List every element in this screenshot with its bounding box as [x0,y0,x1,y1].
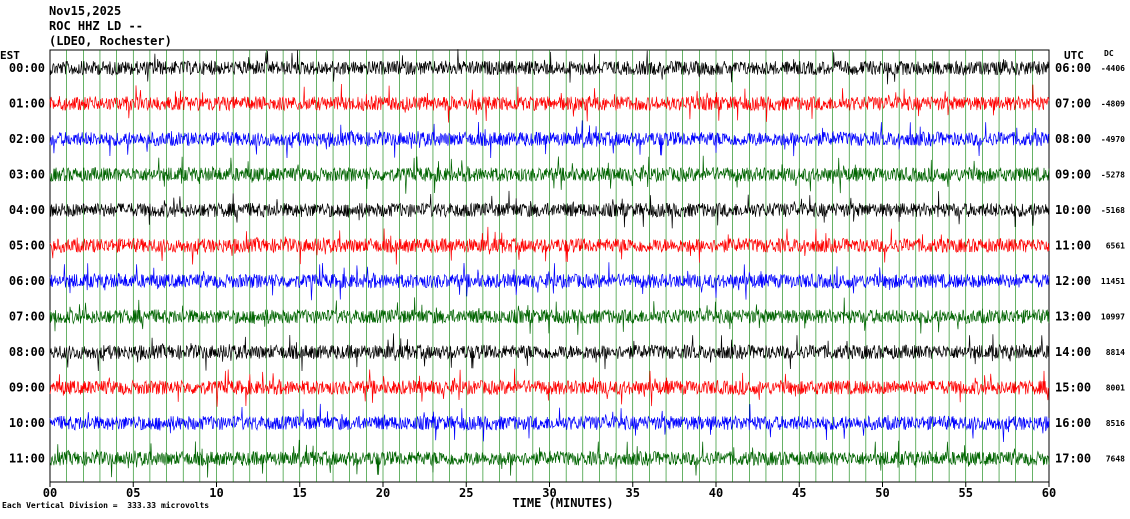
seismic-traces [49,49,1050,478]
est-tick-label: 03:00 [9,168,45,182]
est-tick-label: 09:00 [9,381,45,395]
dc-value: -4406 [1101,64,1125,73]
dc-value: 8814 [1106,348,1125,357]
trace-0700 [49,297,1050,335]
utc-tick-label: 17:00 [1055,452,1091,466]
x-tick-label: 15 [293,486,307,500]
est-tick-label: 07:00 [9,310,45,324]
footer-scale-note: Each Vertical Division = 333.33 microvol… [2,501,210,510]
utc-tick-label: 12:00 [1055,274,1091,288]
x-tick-label: 40 [709,486,723,500]
est-tick-label: 06:00 [9,274,45,288]
utc-tick-label: 15:00 [1055,381,1091,395]
trace-1100 [49,439,1050,478]
utc-tick-label: 07:00 [1055,97,1091,111]
x-tick-label: 25 [459,486,473,500]
trace-0500 [49,226,1050,265]
trace-0900 [49,368,1050,407]
utc-tick-label: 11:00 [1055,239,1091,253]
dc-value: -4970 [1101,135,1125,144]
x-axis-label: TIME (MINUTES) [512,496,613,510]
trace-0600 [49,262,1050,301]
trace-0000 [49,49,1050,85]
trace-0100 [49,83,1050,123]
x-tick-label: 50 [875,486,889,500]
minute-gridlines [66,50,1033,482]
est-tick-label: 08:00 [9,345,45,359]
x-axis-ticks: 00 05 10 15 20 25 30 35 40 45 50 55 60 [43,482,1056,500]
est-tick-label: 01:00 [9,97,45,111]
dc-value: 6561 [1106,242,1125,251]
utc-tick-label: 09:00 [1055,168,1091,182]
dc-value: 10997 [1101,313,1125,322]
est-label: EST [0,49,20,62]
utc-tick-label: 16:00 [1055,416,1091,430]
x-tick-label: 45 [792,486,806,500]
trace-0300 [49,155,1050,194]
est-tick-label: 11:00 [9,452,45,466]
utc-tick-label: 08:00 [1055,132,1091,146]
x-tick-label: 10 [209,486,223,500]
utc-label: UTC [1064,49,1084,62]
est-tick-label: 02:00 [9,132,45,146]
dc-value: -4809 [1101,100,1125,109]
dc-value: 8001 [1106,384,1125,393]
x-tick-label: 35 [626,486,640,500]
est-tick-label: 05:00 [9,239,45,253]
dc-value: 11451 [1101,277,1125,286]
trace-0400 [49,190,1050,229]
utc-tick-label: 06:00 [1055,61,1091,75]
dc-label: DC [1104,49,1114,58]
est-tick-label: 00:00 [9,61,45,75]
dc-value: -5278 [1101,171,1125,180]
x-tick-label: 00 [43,486,57,500]
dc-value: -5168 [1101,206,1125,215]
trace-0200 [49,120,1050,159]
x-tick-label: 60 [1042,486,1056,500]
est-tick-label: 10:00 [9,416,45,430]
est-tick-label: 04:00 [9,203,45,217]
x-tick-label: 05 [126,486,140,500]
dc-value: 8516 [1106,419,1125,428]
utc-tick-label: 13:00 [1055,310,1091,324]
station-code: ROC HHZ LD -- [49,19,143,33]
utc-tick-label: 10:00 [1055,203,1091,217]
utc-tick-label: 14:00 [1055,345,1091,359]
x-tick-label: 20 [376,486,390,500]
x-tick-label: 30 [542,486,556,500]
dc-value: 7648 [1106,455,1125,464]
trace-0800 [49,333,1050,372]
trace-1000 [49,403,1050,443]
x-tick-label: 55 [959,486,973,500]
station-network: (LDEO, Rochester) [49,34,172,48]
station-date: Nov15,2025 [49,4,122,18]
